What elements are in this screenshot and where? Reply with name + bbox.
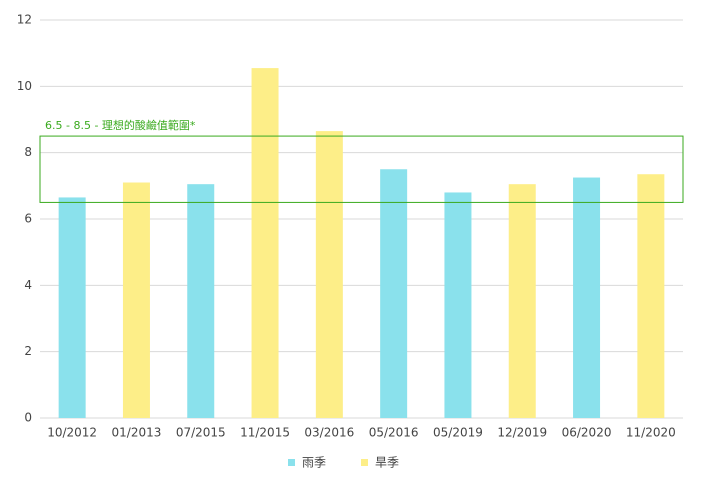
bar [637,174,665,418]
bar [187,184,215,418]
bar [58,197,86,418]
x-tick-label: 01/2013 [112,426,162,440]
y-tick-label: 12 [17,13,32,27]
bar [444,192,472,418]
x-tick-label: 11/2020 [626,426,676,440]
bar [508,184,536,418]
bar [380,169,408,418]
x-tick-label: 03/2016 [304,426,354,440]
legend-marker [288,459,295,466]
reference-band [39,135,684,203]
x-tick-label: 05/2019 [433,426,483,440]
x-tick-label: 06/2020 [562,426,612,440]
legend-label: 雨季 [302,456,326,470]
x-tick-label: 07/2015 [176,426,226,440]
x-tick-label: 05/2016 [369,426,419,440]
y-tick-label: 4 [24,278,32,292]
band-label: 6.5 - 8.5 - 理想的酸鹼值範圍* [45,118,196,132]
bar [573,177,601,418]
bar [251,68,279,418]
x-tick-label: 10/2012 [47,426,97,440]
legend-marker [361,459,368,466]
x-tick-label: 12/2019 [497,426,547,440]
bar [122,182,150,418]
y-tick-label: 10 [17,79,32,93]
x-tick-label: 11/2015 [240,426,290,440]
y-tick-label: 8 [24,145,32,159]
legend-label: 旱季 [375,456,399,470]
y-tick-label: 6 [24,212,32,226]
y-tick-label: 0 [24,411,32,425]
bar [315,131,343,418]
y-tick-label: 2 [24,344,32,358]
